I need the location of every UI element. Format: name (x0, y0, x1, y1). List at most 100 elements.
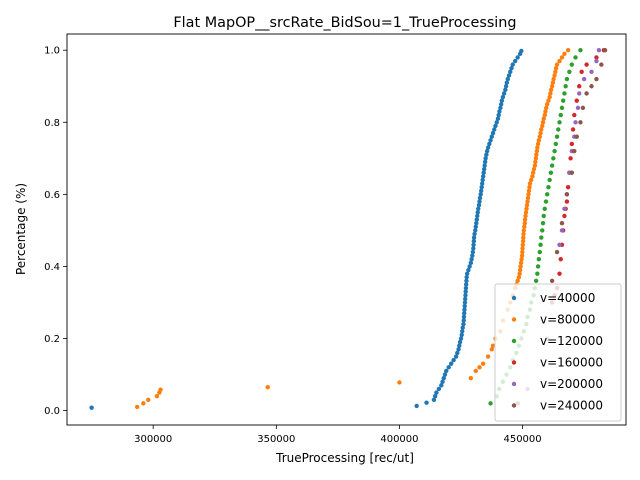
data-point (424, 400, 429, 405)
data-point (499, 98, 505, 103)
data-point (470, 253, 475, 258)
data-point (547, 177, 552, 183)
data-point (563, 84, 568, 89)
data-point (463, 285, 469, 291)
data-point (599, 62, 604, 67)
data-point (533, 159, 538, 165)
data-point (535, 264, 541, 269)
data-point (501, 91, 507, 96)
data-point (479, 188, 484, 193)
legend-box (494, 283, 622, 422)
data-point (546, 98, 551, 103)
data-point (477, 365, 482, 370)
data-point (490, 343, 496, 348)
data-point (518, 264, 523, 269)
data-point (459, 332, 464, 338)
data-point (540, 220, 546, 226)
data-point (578, 120, 583, 125)
data-point (460, 329, 465, 334)
data-point (573, 55, 578, 60)
data-point (540, 123, 545, 129)
data-point (554, 62, 560, 67)
data-point (538, 130, 543, 136)
data-point (549, 84, 555, 89)
y-tick-label: 1.0 (44, 46, 60, 57)
data-point (541, 213, 546, 219)
data-point (442, 372, 448, 377)
data-point (557, 242, 562, 248)
x-axis-label: TrueProcessing [rec/ut] (275, 451, 414, 465)
data-point (479, 181, 485, 186)
data-point (559, 105, 565, 111)
data-point (533, 278, 539, 284)
y-axis: 0.0 0.2 0.4 0.6 0.8 1.0 (44, 46, 67, 417)
data-point (552, 73, 557, 78)
data-point (564, 76, 570, 82)
data-point (461, 318, 466, 323)
data-point (462, 300, 468, 305)
data-point (557, 58, 562, 64)
series-layer (89, 48, 608, 410)
data-point (575, 105, 581, 111)
data-point (535, 141, 541, 147)
data-point (397, 380, 402, 385)
data-point (527, 184, 532, 190)
data-point (158, 387, 163, 392)
data-point (154, 393, 160, 399)
data-point (594, 55, 599, 60)
data-point (589, 69, 594, 75)
data-point (466, 267, 471, 273)
data-point (474, 217, 479, 222)
data-point (498, 105, 503, 111)
y-tick-label: 0.6 (44, 190, 60, 201)
data-point (545, 192, 550, 197)
data-point (540, 228, 545, 233)
data-point (562, 91, 567, 96)
data-point (487, 141, 492, 147)
data-point (519, 48, 524, 54)
data-point (553, 69, 558, 75)
x-tick-label: 350000 (257, 434, 295, 445)
data-point (554, 249, 560, 255)
data-point (473, 224, 478, 229)
data-point (444, 368, 449, 374)
data-point (522, 220, 527, 226)
data-point (562, 51, 567, 57)
data-point (479, 184, 484, 190)
legend-marker (511, 360, 517, 365)
data-point (567, 69, 572, 75)
y-axis-label: Percentage (%) (14, 183, 28, 275)
data-point (521, 228, 526, 233)
data-point (578, 48, 583, 53)
data-point (539, 127, 544, 132)
data-point (451, 357, 456, 363)
data-point (570, 127, 576, 132)
data-point (577, 84, 582, 89)
data-point (471, 242, 476, 248)
data-point (534, 152, 539, 157)
data-point (554, 134, 560, 139)
data-point (574, 134, 579, 139)
data-point (539, 235, 544, 240)
data-point (521, 231, 526, 237)
data-point (508, 69, 513, 75)
data-point (520, 239, 526, 244)
data-point (536, 257, 542, 262)
data-point (515, 55, 520, 60)
data-point (535, 145, 540, 150)
x-tick-label: 400000 (380, 434, 418, 445)
chart-title: Flat MapOP__srcRate_BidSou=1_TrueProcess… (173, 15, 516, 31)
data-point (526, 188, 532, 193)
data-point (468, 260, 474, 266)
data-point (524, 206, 529, 211)
data-point (481, 166, 487, 172)
data-point (523, 210, 529, 215)
data-point (453, 354, 459, 359)
data-point (548, 170, 554, 175)
data-point (530, 170, 536, 175)
data-point (549, 163, 555, 168)
data-point (473, 228, 478, 233)
data-point (520, 242, 526, 248)
data-point (504, 80, 510, 85)
data-point (547, 94, 552, 100)
